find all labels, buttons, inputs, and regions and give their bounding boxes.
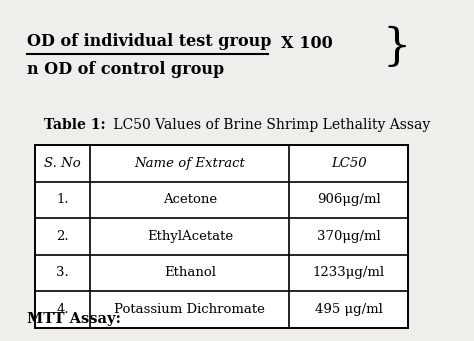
Text: EthylAcetate: EthylAcetate: [147, 230, 233, 243]
Text: Potassium Dichromate: Potassium Dichromate: [115, 303, 265, 316]
Text: 370μg/ml: 370μg/ml: [317, 230, 381, 243]
Text: S. No: S. No: [45, 157, 81, 170]
Text: Name of Extract: Name of Extract: [135, 157, 246, 170]
Text: 1233μg/ml: 1233μg/ml: [313, 266, 385, 280]
Text: Acetone: Acetone: [163, 193, 217, 206]
Text: MTT Assay:: MTT Assay:: [27, 312, 121, 326]
Text: LC50: LC50: [331, 157, 366, 170]
Text: 1.: 1.: [56, 193, 69, 206]
Text: X 100: X 100: [281, 35, 333, 52]
Text: }: }: [383, 26, 411, 69]
Text: Ethanol: Ethanol: [164, 266, 216, 280]
Text: LC50 Values of Brine Shrimp Lethality Assay: LC50 Values of Brine Shrimp Lethality As…: [109, 118, 431, 132]
Text: 495 μg/ml: 495 μg/ml: [315, 303, 383, 316]
Text: OD of individual test group: OD of individual test group: [27, 33, 271, 50]
Text: 3.: 3.: [56, 266, 69, 280]
Text: 2.: 2.: [56, 230, 69, 243]
Text: n OD of control group: n OD of control group: [27, 61, 224, 77]
Text: 906μg/ml: 906μg/ml: [317, 193, 381, 206]
Text: Table 1:: Table 1:: [44, 118, 105, 132]
Bar: [35, 145, 408, 328]
Text: 4.: 4.: [56, 303, 69, 316]
